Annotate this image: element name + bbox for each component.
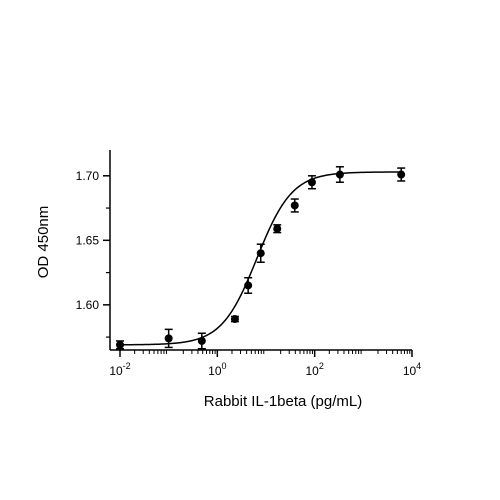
data-point — [244, 281, 253, 290]
data-point — [335, 170, 344, 179]
data-point — [290, 201, 299, 210]
data-point — [273, 224, 282, 233]
data-point — [307, 178, 316, 187]
y-tick-label: 1.70 — [76, 169, 100, 183]
points-layer — [116, 166, 406, 350]
x-tick-label: 104 — [403, 361, 421, 378]
y-tick-label: 1.65 — [76, 233, 100, 247]
x-axis-title: Rabbit IL-1beta (pg/mL) — [204, 393, 362, 410]
data-point — [397, 170, 406, 179]
y-axis-title: OD 450nm — [35, 206, 52, 279]
data-point — [116, 340, 124, 349]
x-tick-label: 10-2 — [109, 361, 130, 378]
y-tick-label: 1.60 — [76, 298, 100, 312]
ticks: 1.60 1.65 1.70 10-2 100 102 104 — [76, 169, 422, 378]
x-tick-label: 100 — [208, 361, 226, 378]
data-point — [164, 334, 173, 343]
x-tick-label: 102 — [305, 361, 323, 378]
data-point — [230, 315, 239, 324]
data-point — [197, 336, 206, 345]
data-point — [256, 249, 265, 258]
